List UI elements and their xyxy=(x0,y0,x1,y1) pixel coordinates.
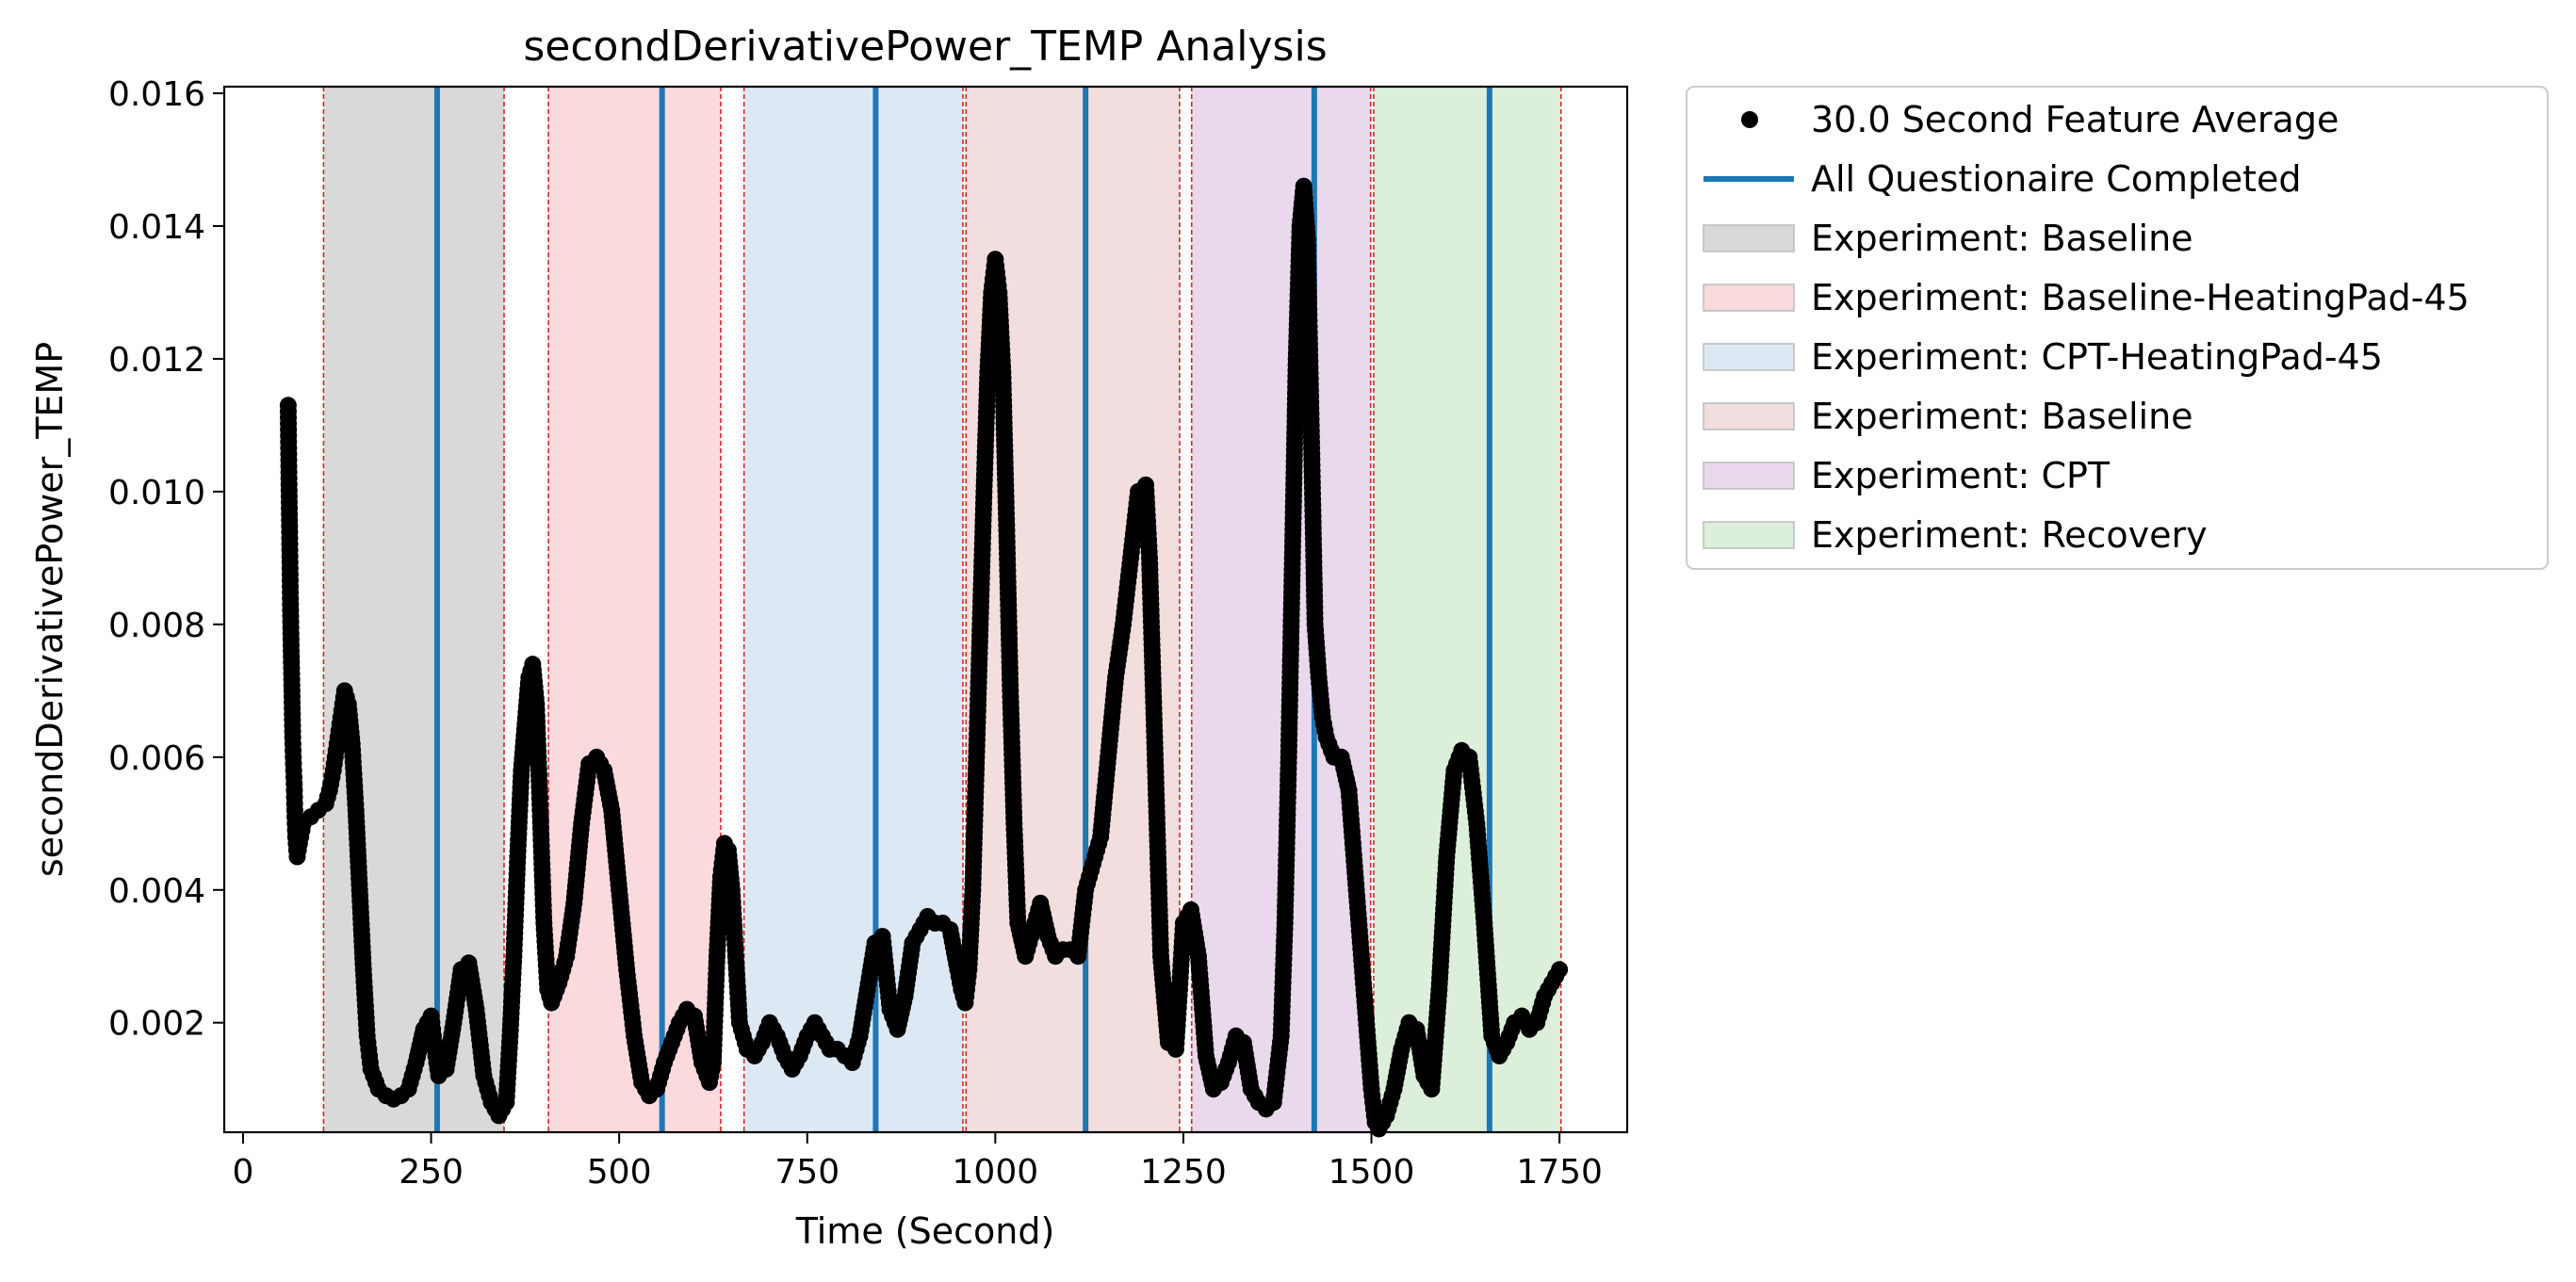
x-tick-label-1250: 1250 xyxy=(1140,1153,1227,1192)
legend-label-7: Experiment: CPT xyxy=(1811,455,2111,496)
legend-label-1: 30.0 Second Feature Average xyxy=(1811,99,2339,140)
legend-marker-patch xyxy=(1703,284,1795,312)
data-point xyxy=(1551,961,1569,979)
y-axis: 0.002 0.004 0.006 0.008 0.010 0.012 0.014 0.016 xyxy=(108,75,224,1044)
legend-label-2: All Questionaire Completed xyxy=(1811,158,2302,200)
legend-marker-patch xyxy=(1703,343,1795,371)
legend-label-4: Experiment: Baseline-HeatingPad-45 xyxy=(1811,277,2470,318)
legend-label-6: Experiment: Baseline xyxy=(1811,396,2193,437)
x-tick-label-250: 250 xyxy=(399,1153,464,1192)
legend: 30.0 Second Feature Average All Questiona… xyxy=(1686,86,2549,570)
legend-frame xyxy=(1686,86,2549,570)
y-tick-label-0.002: 0.002 xyxy=(108,1005,205,1044)
x-tick-label-1500: 1500 xyxy=(1329,1153,1415,1192)
legend-marker-patch xyxy=(1703,521,1795,549)
y-tick-label-0.006: 0.006 xyxy=(108,739,205,778)
y-tick-label-0.014: 0.014 xyxy=(108,208,205,247)
experiment-span-2 xyxy=(548,87,721,1132)
legend-label-5: Experiment: CPT-HeatingPad-45 xyxy=(1811,336,2383,378)
y-axis-label: secondDerivativePower_TEMP xyxy=(29,342,71,877)
experiment-span-3 xyxy=(743,87,964,1132)
legend-marker-dot xyxy=(1741,111,1758,128)
x-tick-label-0: 0 xyxy=(233,1153,254,1192)
legend-marker-patch xyxy=(1703,224,1795,252)
experiment-span-6 xyxy=(1373,87,1561,1132)
chart-title: secondDerivativePower_TEMP Analysis xyxy=(523,23,1327,71)
y-tick-label-0.016: 0.016 xyxy=(108,75,205,114)
x-axis: 0 250 500 750 1000 1250 1500 1750 xyxy=(233,1132,1603,1192)
x-tick-label-1000: 1000 xyxy=(953,1153,1039,1192)
legend-label-8: Experiment: Recovery xyxy=(1811,514,2208,556)
plot-frame xyxy=(222,85,1629,1134)
y-tick-label-0.012: 0.012 xyxy=(108,341,205,380)
y-tick-label-0.004: 0.004 xyxy=(108,872,205,911)
y-tick-label-0.008: 0.008 xyxy=(108,607,205,645)
legend-label-3: Experiment: Baseline xyxy=(1811,218,2193,259)
scatter-points xyxy=(279,177,1569,1138)
y-tick-label-0.010: 0.010 xyxy=(108,474,205,512)
x-tick-label-750: 750 xyxy=(774,1153,840,1192)
x-axis-label: Time (Second) xyxy=(795,1210,1055,1252)
legend-marker-patch xyxy=(1703,402,1795,430)
legend-items: 30.0 Second Feature Average All Questiona… xyxy=(1703,99,2470,556)
x-tick-label-500: 500 xyxy=(587,1153,652,1192)
plot-area xyxy=(222,85,1629,1138)
legend-marker-patch xyxy=(1703,462,1795,490)
x-tick-label-1750: 1750 xyxy=(1516,1153,1603,1192)
